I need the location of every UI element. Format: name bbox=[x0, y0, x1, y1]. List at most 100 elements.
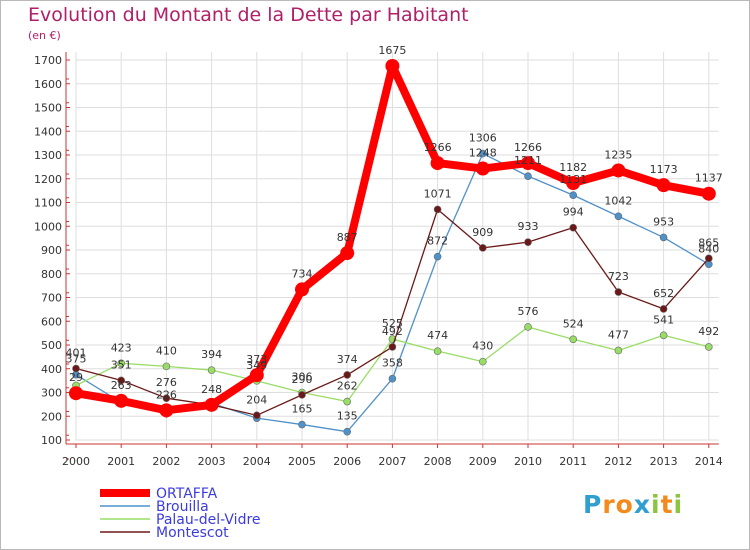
data-label: 734 bbox=[292, 267, 313, 280]
data-label: 525 bbox=[382, 317, 403, 330]
data-point bbox=[659, 305, 668, 313]
data-point bbox=[478, 149, 487, 158]
data-label: 872 bbox=[427, 235, 448, 248]
data-point bbox=[388, 343, 397, 351]
data-point bbox=[343, 371, 352, 379]
data-label: 1137 bbox=[695, 172, 723, 185]
y-tick-label: 300 bbox=[41, 387, 62, 400]
data-point bbox=[298, 420, 306, 429]
grid-lines bbox=[75, 52, 719, 441]
x-tick-label: 2002 bbox=[152, 455, 180, 468]
x-tick-label: 2008 bbox=[424, 455, 452, 468]
data-labels: 29 263 226 248 373 734 887 1675 1266 1248 1266 1182… bbox=[66, 44, 723, 423]
data-point bbox=[162, 362, 171, 371]
y-tick-label: 700 bbox=[41, 292, 62, 305]
data-point bbox=[433, 252, 442, 261]
data-label: 1266 bbox=[514, 141, 542, 154]
data-label: 204 bbox=[246, 393, 267, 406]
data-label: 576 bbox=[518, 305, 539, 318]
data-point bbox=[521, 156, 535, 171]
logo-letter: i bbox=[651, 490, 661, 519]
data-point bbox=[569, 223, 578, 232]
data-label: 524 bbox=[563, 317, 584, 330]
data-label: 423 bbox=[111, 341, 132, 354]
data-label: 1071 bbox=[424, 187, 452, 200]
data-label: 165 bbox=[292, 403, 313, 416]
chart-subtitle: (en €) bbox=[28, 29, 61, 42]
data-label: 474 bbox=[427, 329, 448, 342]
x-tick-label: 2010 bbox=[514, 455, 542, 468]
data-point bbox=[117, 359, 125, 368]
data-label: 909 bbox=[472, 226, 493, 239]
data-point bbox=[343, 427, 352, 436]
x-tick-label: 2000 bbox=[62, 455, 90, 468]
data-point bbox=[524, 238, 532, 246]
data-label: 349 bbox=[246, 359, 267, 372]
data-label: 652 bbox=[653, 287, 674, 300]
data-label: 262 bbox=[337, 380, 358, 393]
data-label: 351 bbox=[111, 358, 132, 371]
data-label: 1675 bbox=[378, 44, 406, 57]
y-tick-label: 1600 bbox=[34, 78, 62, 91]
data-point bbox=[204, 397, 219, 412]
y-tick-label: 1000 bbox=[34, 220, 62, 233]
data-point bbox=[69, 386, 83, 401]
data-label: 1306 bbox=[469, 132, 497, 145]
data-point bbox=[569, 191, 578, 199]
data-point bbox=[430, 156, 445, 171]
data-label: 410 bbox=[156, 344, 177, 357]
data-point bbox=[72, 364, 80, 373]
data-point bbox=[340, 246, 355, 261]
data-label: 994 bbox=[563, 206, 584, 219]
data-point bbox=[614, 346, 623, 355]
y-tick-label: 1300 bbox=[34, 149, 62, 162]
data-label: 374 bbox=[337, 353, 358, 366]
data-label: 1266 bbox=[424, 141, 452, 154]
data-point bbox=[114, 393, 129, 408]
data-point bbox=[659, 331, 668, 340]
logo-letter: i bbox=[673, 490, 684, 519]
y-tick-label: 1200 bbox=[34, 173, 62, 186]
data-point bbox=[611, 163, 626, 178]
axes: 100 200 300 400 500 600 700 800 900 1000 1100 1200 1… bbox=[34, 52, 723, 468]
data-point bbox=[162, 394, 171, 403]
y-tick-label: 400 bbox=[41, 363, 62, 376]
data-point bbox=[614, 212, 623, 221]
data-label: 477 bbox=[608, 328, 629, 341]
data-label: 953 bbox=[653, 215, 674, 228]
logo-letter: x bbox=[633, 490, 651, 519]
y-tick-label: 900 bbox=[41, 244, 62, 257]
data-label: 1042 bbox=[604, 194, 632, 207]
data-label: 430 bbox=[472, 340, 493, 353]
data-point bbox=[207, 366, 216, 374]
x-tick-label: 2003 bbox=[198, 455, 226, 468]
logo-letter: o bbox=[615, 490, 634, 519]
data-point bbox=[478, 357, 487, 366]
x-tick-label: 2004 bbox=[243, 455, 271, 468]
legend-label: Montescot bbox=[156, 525, 229, 541]
data-point bbox=[475, 161, 490, 176]
y-tick-label: 1400 bbox=[34, 125, 62, 138]
data-label: 358 bbox=[382, 357, 403, 370]
data-label: 1131 bbox=[559, 173, 587, 186]
data-point bbox=[569, 335, 578, 344]
data-label: 248 bbox=[201, 383, 222, 396]
y-tick-label: 100 bbox=[41, 434, 62, 447]
data-label: 723 bbox=[608, 270, 629, 283]
logo-letter: t bbox=[660, 490, 674, 519]
data-label: 887 bbox=[337, 231, 358, 244]
data-point bbox=[614, 288, 623, 296]
series-lines bbox=[69, 58, 716, 436]
x-tick-label: 2005 bbox=[288, 455, 316, 468]
data-label: 840 bbox=[698, 242, 719, 255]
y-tick-label: 800 bbox=[41, 268, 62, 281]
data-point bbox=[478, 244, 487, 252]
chart-title: Evolution du Montant de la Dette par Hab… bbox=[28, 4, 469, 26]
data-label: 865 bbox=[698, 236, 719, 249]
data-point bbox=[295, 282, 309, 297]
data-point bbox=[249, 368, 264, 383]
data-label: 263 bbox=[111, 379, 132, 392]
logo-letter: r bbox=[602, 490, 616, 519]
